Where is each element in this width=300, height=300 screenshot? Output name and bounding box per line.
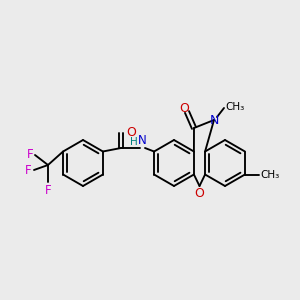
Text: O: O	[126, 125, 136, 139]
Text: F: F	[26, 148, 33, 160]
Text: O: O	[195, 187, 204, 200]
Text: F: F	[45, 184, 51, 197]
Text: CH₃: CH₃	[225, 102, 244, 112]
Text: N: N	[138, 134, 146, 147]
Text: CH₃: CH₃	[260, 169, 279, 179]
Text: O: O	[179, 103, 189, 116]
Text: N: N	[209, 113, 219, 127]
Text: H: H	[130, 137, 138, 147]
Text: F: F	[26, 164, 32, 176]
